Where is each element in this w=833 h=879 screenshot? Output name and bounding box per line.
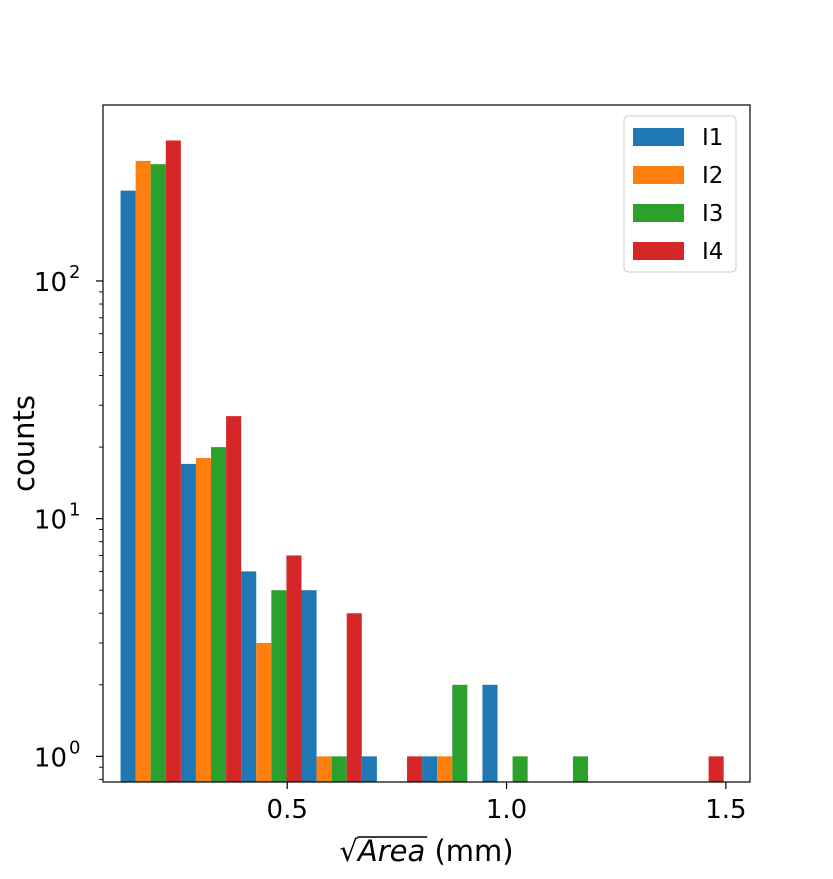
y-tick-label: 10 0 [34,737,81,773]
bar-I1-bin-5 [361,756,377,782]
y-axis-label: counts [7,395,41,492]
bar-I1-bin-3 [241,571,257,782]
x-axis-label: √Area (mm) [339,834,513,868]
x-ticks: 0.5 1.0 1.5 [267,782,747,825]
x-axis-label-var: Area [356,834,425,868]
y-minor-ticks [99,291,103,780]
plot-frame [102,104,751,783]
x-tick-label: 0.5 [267,795,308,825]
bar-I3-bin-2 [211,447,227,782]
bar-I1-bin-7 [482,684,498,782]
bar-I1-bin-6 [422,756,438,782]
x-tick-label: 1.5 [705,795,746,825]
bar-I3-bin-3 [271,590,287,782]
bar-I3-bin-1 [150,164,166,782]
bar-I2-bin-6 [437,756,453,782]
bar-I2-bin-2 [195,457,212,782]
bar-I1-bin-1 [120,190,136,783]
bar-I4-bin-1 [165,140,181,783]
bar-I4-bin-2 [226,416,242,782]
legend-label-I1: I1 [702,125,723,151]
bar-I2-bin-4 [316,756,332,782]
bar-I4-bin-5 [407,756,423,782]
x-axis-label-unit: (mm) [425,834,513,868]
bars-layer [120,140,724,783]
bar-I4-bin-4 [346,613,362,782]
bar-I3-bin-7 [512,756,528,782]
legend-swatch-I2 [633,166,684,184]
bar-I4-bin-10 [708,756,724,782]
legend: I1 I2 I3 I4 [623,115,737,273]
bar-I3-bin-6 [452,684,468,782]
legend-label-I2: I2 [702,163,723,189]
bar-I3-bin-4 [331,756,347,782]
y-tick-label: 10 1 [34,500,81,536]
x-axis-label-sqrt: √ [339,834,358,868]
legend-swatch-I1 [633,128,684,146]
bar-I1-bin-2 [180,463,196,782]
legend-label-I3: I3 [702,201,723,227]
bar-I1-bin-4 [301,590,317,782]
legend-swatch-I3 [633,204,684,222]
y-tick-label: 10 2 [34,262,81,298]
bar-I3-bin-8 [572,756,588,782]
bar-I4-bin-3 [286,555,302,782]
x-tick-label: 1.0 [486,795,527,825]
legend-box [623,115,737,273]
legend-label-I4: I4 [702,239,723,265]
legend-swatch-I4 [633,242,684,260]
bar-I2-bin-1 [135,160,151,782]
bar-I2-bin-3 [256,642,272,782]
